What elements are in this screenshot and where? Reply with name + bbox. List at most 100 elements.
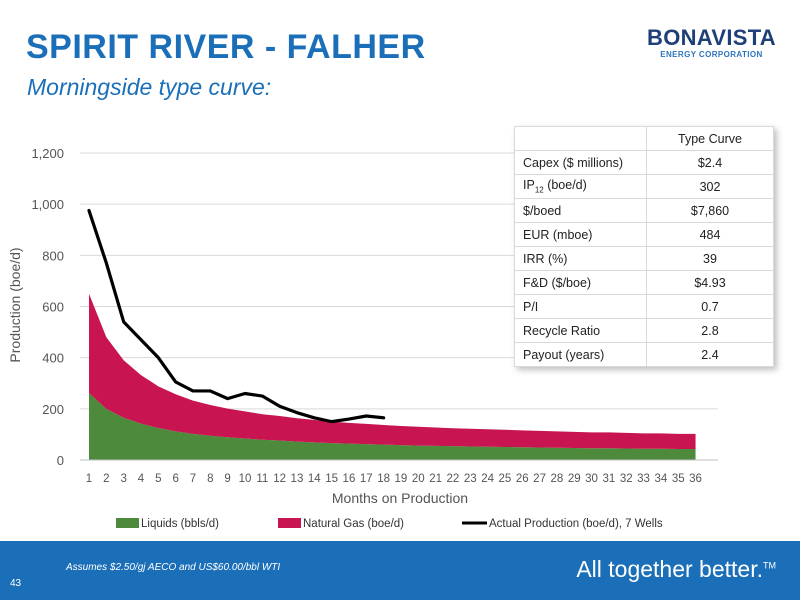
x-tick-label: 26 <box>516 473 529 485</box>
x-tick-label: 30 <box>585 473 598 485</box>
kpi-header-blank <box>514 126 647 151</box>
y-tick-label: 200 <box>42 402 64 417</box>
kpi-label-subscript: 12 <box>534 185 544 195</box>
x-tick-label: 6 <box>172 473 178 485</box>
y-tick-label: 800 <box>42 248 64 263</box>
chart-legend: Liquids (bbls/d) Natural Gas (boe/d) Actua… <box>116 518 663 530</box>
liquids-area <box>89 392 696 460</box>
kpi-row: Payout (years) 2.4 <box>514 342 774 367</box>
y-tick-label: 1,000 <box>31 197 64 212</box>
kpi-row: IP12 (boe/d) 302 <box>514 174 774 199</box>
logo-subtitle: ENERGY CORPORATION <box>660 50 763 59</box>
kpi-label: Payout (years) <box>514 342 647 367</box>
kpi-label-rest: (boe/d) <box>543 178 587 193</box>
page-number: 43 <box>10 578 22 589</box>
kpi-row: Capex ($ millions) $2.4 <box>514 150 774 175</box>
y-axis-title: Production (boe/d) <box>7 247 23 362</box>
x-tick-label: 21 <box>429 473 442 485</box>
x-tick-label: 3 <box>120 473 126 485</box>
kpi-row: P/I 0.7 <box>514 294 774 319</box>
legend-label: Actual Production (boe/d), 7 Wells <box>489 518 663 530</box>
kpi-label: EUR (mboe) <box>514 222 647 247</box>
x-tick-label: 8 <box>207 473 213 485</box>
x-tick-label: 24 <box>481 473 494 485</box>
x-tick-label: 11 <box>256 473 268 485</box>
kpi-header: Type Curve <box>646 126 774 151</box>
x-tick-label: 17 <box>360 473 373 485</box>
kpi-value: 484 <box>646 222 774 247</box>
x-tick-label: 20 <box>412 473 425 485</box>
kpi-label: Recycle Ratio <box>514 318 647 343</box>
x-tick-label: 10 <box>239 473 252 485</box>
chart-areas <box>89 293 696 460</box>
x-tick-label: 19 <box>395 473 408 485</box>
kpi-label: $/boed <box>514 198 647 223</box>
kpi-value: $7,860 <box>646 198 774 223</box>
x-tick-label: 7 <box>190 473 196 485</box>
x-tick-label: 36 <box>689 473 702 485</box>
x-tick-label: 28 <box>551 473 564 485</box>
x-tick-label: 32 <box>620 473 633 485</box>
company-logo: BONAVISTA ENERGY CORPORATION <box>647 25 776 60</box>
kpi-label: IP12 (boe/d) <box>514 174 647 199</box>
x-tick-label: 4 <box>138 473 145 485</box>
trademark-mark: TM <box>763 560 776 571</box>
x-tick-label: 23 <box>464 473 477 485</box>
x-tick-label: 14 <box>308 473 321 485</box>
kpi-row: EUR (mboe) 484 <box>514 222 774 247</box>
x-tick-label: 33 <box>637 473 650 485</box>
kpi-value: 39 <box>646 246 774 271</box>
kpi-label: P/I <box>514 294 647 319</box>
kpi-label: IRR (%) <box>514 246 647 271</box>
kpi-value: 0.7 <box>646 294 774 319</box>
kpi-row: F&D ($/boe) $4.93 <box>514 270 774 295</box>
footer-bar: Assumes $2.50/gj AECO and US$60.00/bbl W… <box>0 541 800 600</box>
kpi-value: 302 <box>646 174 774 199</box>
x-tick-label: 22 <box>447 473 460 485</box>
x-tick-label: 18 <box>377 473 390 485</box>
natural-gas-area <box>89 293 696 449</box>
slide-subtitle: Morningside type curve: <box>27 74 272 100</box>
legend-swatch-gas <box>278 518 301 528</box>
x-tick-label: 27 <box>533 473 546 485</box>
x-tick-label: 15 <box>325 473 338 485</box>
tagline-text: All together better. <box>576 556 763 582</box>
x-tick-label: 25 <box>499 473 512 485</box>
kpi-label-main: IP <box>523 178 535 193</box>
y-tick-label: 1,200 <box>31 146 64 161</box>
y-tick-label: 600 <box>42 300 64 315</box>
kpi-header-row: Type Curve <box>514 126 774 151</box>
x-tick-label: 13 <box>291 473 304 485</box>
legend-swatch-liquids <box>116 518 139 528</box>
x-tick-label: 35 <box>672 473 685 485</box>
pricing-footnote: Assumes $2.50/gj AECO and US$60.00/bbl W… <box>66 562 281 573</box>
x-tick-label: 16 <box>343 473 356 485</box>
y-tick-label: 0 <box>57 453 64 468</box>
x-tick-label: 12 <box>273 473 286 485</box>
x-tick-label: 5 <box>155 473 161 485</box>
kpi-row: Recycle Ratio 2.8 <box>514 318 774 343</box>
x-tick-label: 34 <box>654 473 667 485</box>
kpi-value: 2.4 <box>646 342 774 367</box>
x-axis-title: Months on Production <box>332 490 468 506</box>
x-tick-label: 2 <box>103 473 109 485</box>
kpi-value: $2.4 <box>646 150 774 175</box>
y-tick-label: 400 <box>42 351 64 366</box>
kpi-value: $4.93 <box>646 270 774 295</box>
kpi-row: IRR (%) 39 <box>514 246 774 271</box>
x-tick-label: 31 <box>603 473 616 485</box>
legend-label: Natural Gas (boe/d) <box>303 518 404 530</box>
legend-label: Liquids (bbls/d) <box>141 518 219 530</box>
kpi-label: Capex ($ millions) <box>514 150 647 175</box>
kpi-label: F&D ($/boe) <box>514 270 647 295</box>
actual-production-line <box>87 208 386 424</box>
kpi-value: 2.8 <box>646 318 774 343</box>
slide-title: SPIRIT RIVER - FALHER <box>26 28 426 66</box>
chart-lines <box>87 208 386 424</box>
kpi-row: $/boed $7,860 <box>514 198 774 223</box>
logo-name: BONAVISTA <box>647 25 776 50</box>
x-tick-label: 29 <box>568 473 581 485</box>
type-curve-table: Type Curve Capex ($ millions) $2.4 IP12 … <box>514 126 774 367</box>
